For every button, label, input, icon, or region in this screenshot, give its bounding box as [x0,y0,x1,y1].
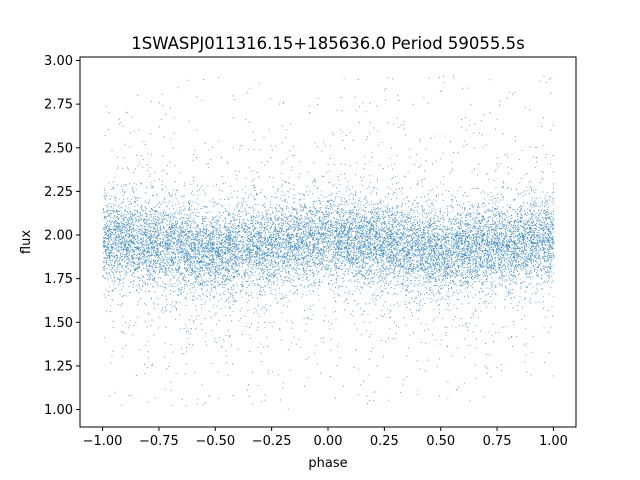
x-tick-label: −0.25 [252,434,292,449]
y-tick-label: 1.50 [44,316,73,331]
y-tick-label: 1.25 [44,359,73,374]
x-tick-label: 0.50 [426,434,455,449]
y-tick-label: 2.25 [44,185,73,200]
x-axis-label: phase [308,456,347,471]
y-tick-label: 1.00 [44,403,73,418]
x-axis: −1.00 −0.75 −0.50 −0.25 0.00 0.25 0.50 0.75 1.00 [83,427,568,449]
x-tick-label: −0.75 [139,434,179,449]
x-tick-label: −0.50 [195,434,235,449]
y-tick-label: 2.50 [44,141,73,156]
x-tick-label: 0.75 [483,434,512,449]
scatter-points [102,75,555,410]
y-tick-label: 1.75 [44,272,73,287]
x-tick-label: −1.00 [83,434,123,449]
chart-title: 1SWASPJ011316.15+185636.0 Period 59055.5… [131,34,525,53]
y-tick-label: 2.75 [44,98,73,113]
x-tick-label: 0.00 [314,434,343,449]
y-tick-label: 2.00 [44,229,73,244]
data-points [102,75,555,410]
x-tick-label: 1.00 [539,434,568,449]
y-axis-label: flux [19,230,34,254]
y-tick-label: 3.00 [44,54,73,69]
x-tick-label: 0.25 [370,434,399,449]
y-axis: 1.00 1.25 1.50 1.75 2.00 2.25 2.50 2.75 3.00 [44,54,80,418]
